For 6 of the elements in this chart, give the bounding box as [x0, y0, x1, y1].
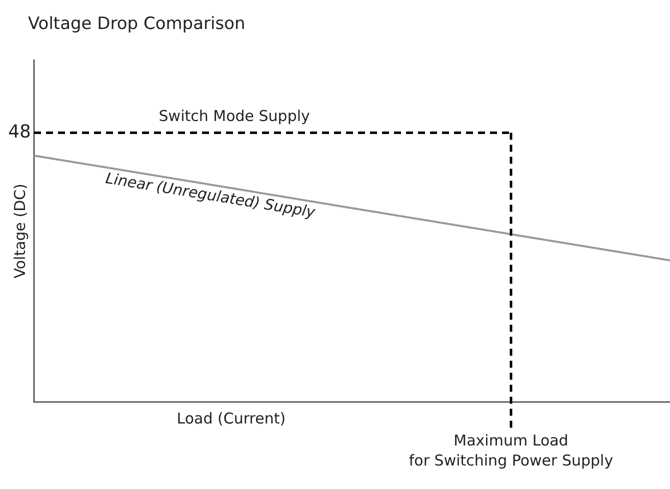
x-axis-title: Load (Current)	[176, 409, 286, 428]
y-axis-title: Voltage (DC)	[10, 184, 29, 278]
text: Maximum Load for Switching Power Supply	[408, 431, 614, 470]
text: 48	[8, 121, 31, 142]
chart-title: Voltage Drop Comparison	[28, 14, 246, 34]
series-label: Switch Mode Supply	[158, 107, 310, 126]
